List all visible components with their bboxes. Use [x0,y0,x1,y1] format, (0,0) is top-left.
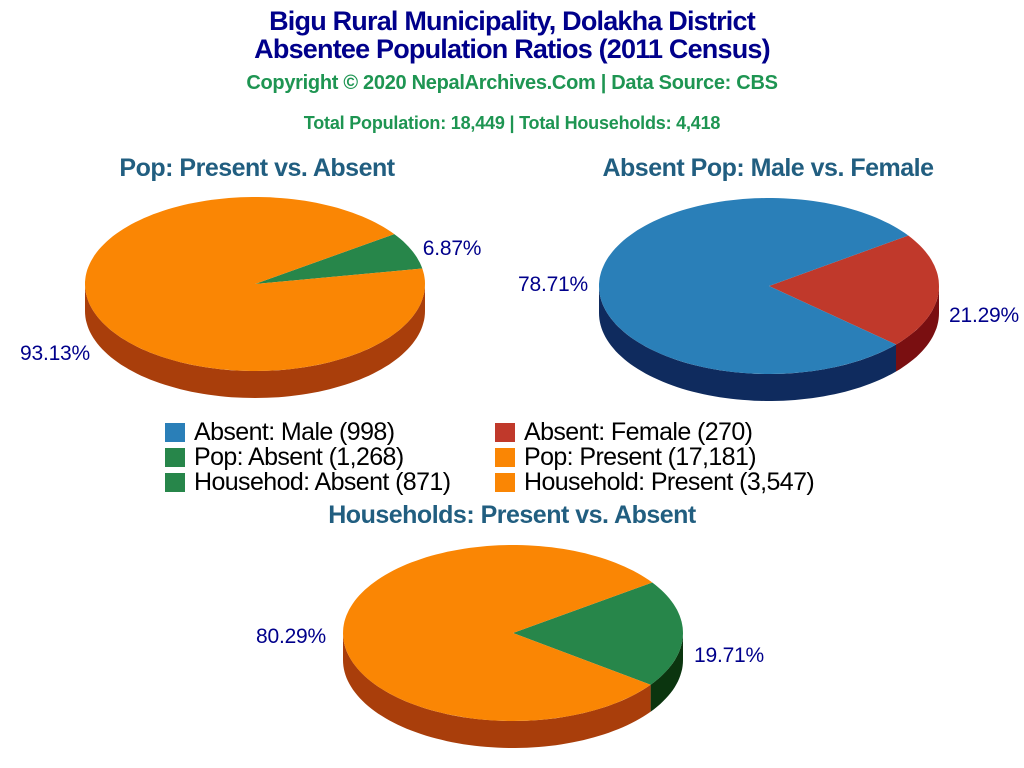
pie-title-pop: Pop: Present vs. Absent [119,154,395,182]
legend-item-absent-female: Absent: Female (270) [495,420,814,445]
totals-line: Total Population: 18,449 | Total Househo… [303,113,721,133]
legend-item-pop-absent: Pop: Absent (1,268) [165,445,495,470]
pie-2-rim-1 [343,633,651,748]
pie-2-rim-0 [650,633,683,712]
pct-label-household-present: 80.29% [255,625,327,648]
pie-2-slice-1 [343,545,653,721]
legend-swatch-red [495,423,515,442]
legend-item-absent-male: Absent: Male (998) [165,420,495,445]
pie-1-slice-0 [769,235,939,345]
pie-0-slice-0 [255,234,423,284]
main-title-line1: Bigu Rural Municipality, Dolakha Distric… [269,6,756,36]
legend-item-pop-present: Pop: Present (17,181) [495,445,814,470]
pie-0-rim-1 [85,284,425,398]
legend-swatch-green [165,473,185,492]
legend-swatch-blue [165,423,185,442]
legend: Absent: Male (998) Pop: Absent (1,268) H… [165,420,815,496]
pie-title-households: Households: Present vs. Absent [328,501,696,529]
pie-2-slice-0 [513,582,683,685]
pie-title-absent-pop: Absent Pop: Male vs. Female [602,154,934,182]
legend-label: Pop: Absent (1,268) [194,443,404,471]
legend-swatch-green [165,448,185,467]
legend-label: Absent: Male (998) [194,418,395,446]
legend-item-household-absent: Househod: Absent (871) [165,470,495,495]
legend-swatch-orange [495,473,515,492]
pct-label-absent-male: 78.71% [517,273,589,296]
pie-1-slice-1 [599,198,909,374]
pie-0-slice-1 [85,197,425,371]
legend-label: Pop: Present (17,181) [524,443,757,471]
legend-swatch-orange [495,448,515,467]
legend-label: Househod: Absent (871) [194,468,451,496]
legend-label: Household: Present (3,547) [524,468,815,496]
pct-label-household-absent: 19.71% [693,644,765,667]
pie-1-rim-1 [599,286,896,401]
main-title-line2: Absentee Population Ratios (2011 Census) [254,34,770,64]
pie-1-rim-0 [896,286,939,372]
pct-label-absent-female: 21.29% [948,304,1020,327]
copyright-line: Copyright © 2020 NepalArchives.Com | Dat… [246,72,778,94]
legend-column-2: Absent: Female (270) Pop: Present (17,18… [495,420,815,496]
legend-column-1: Absent: Male (998) Pop: Absent (1,268) H… [165,420,495,495]
pct-label-pop-absent: 6.87% [422,237,482,260]
legend-label: Absent: Female (270) [524,418,753,446]
legend-item-household-present: Household: Present (3,547) [495,468,815,496]
pct-label-pop-present: 93.13% [19,342,91,365]
